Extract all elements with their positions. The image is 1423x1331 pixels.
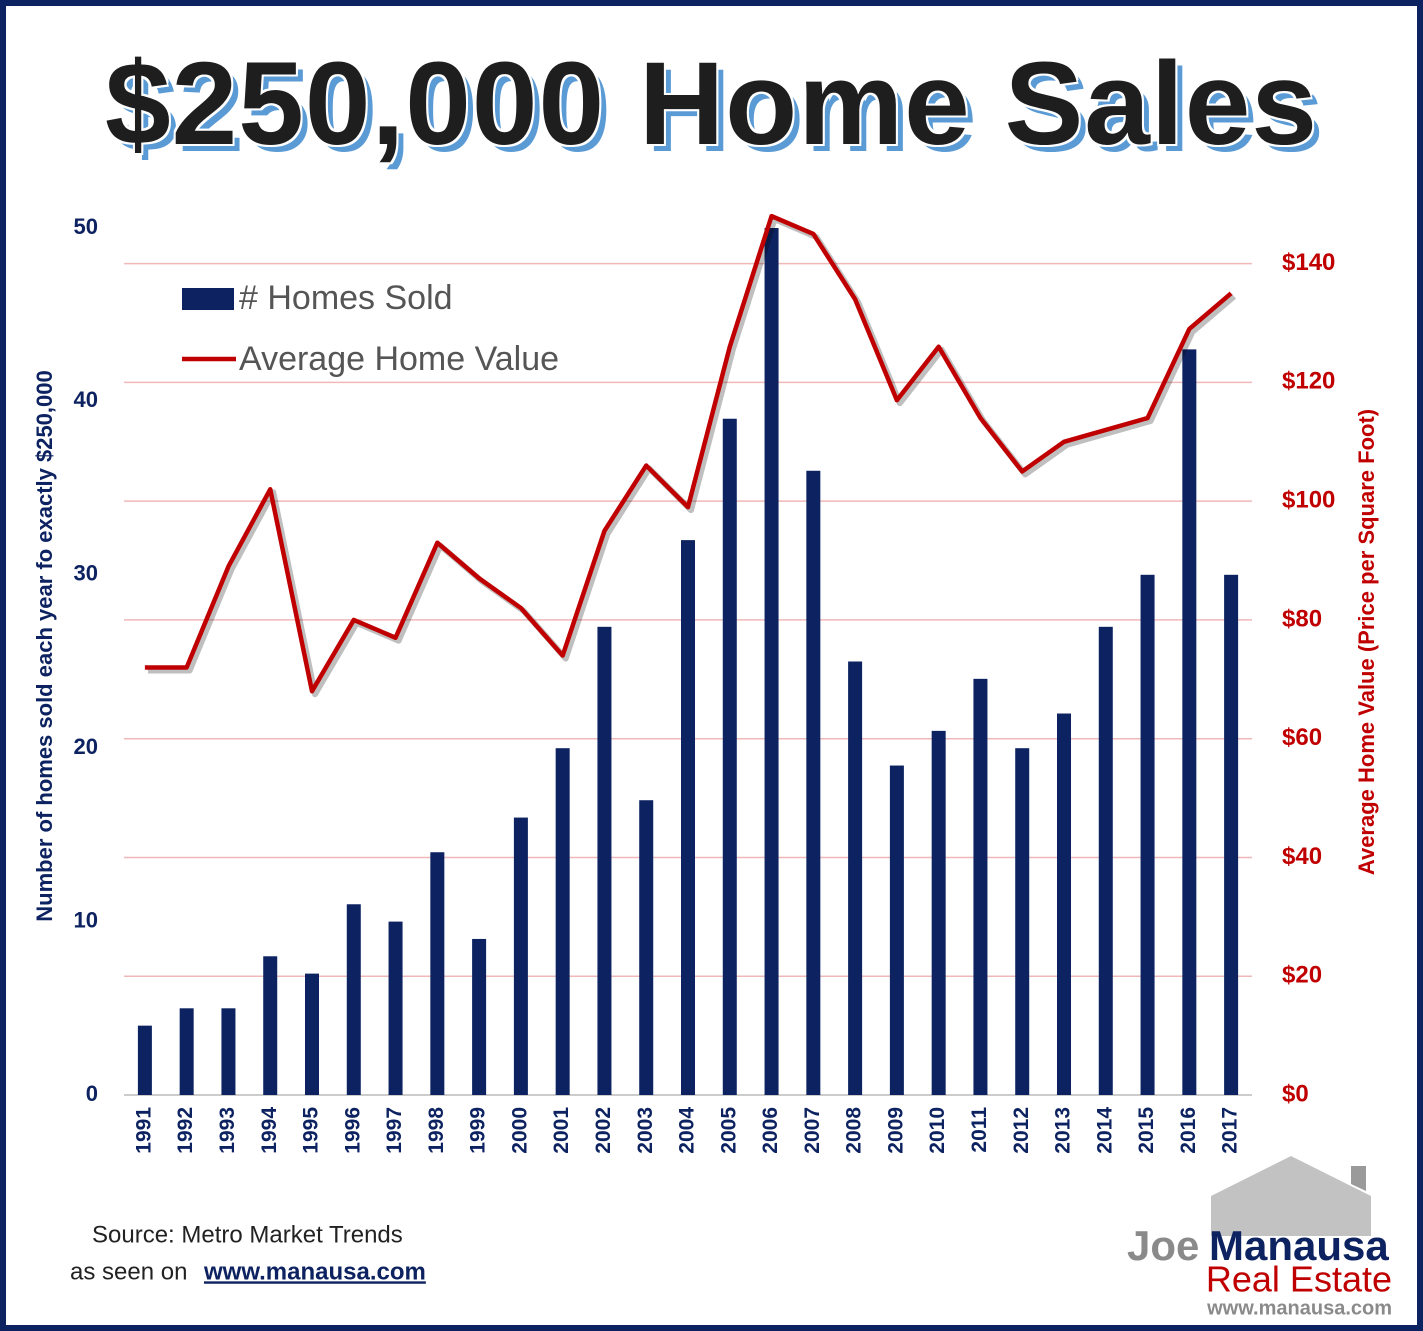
x-tick-label: 2003 (634, 1107, 657, 1154)
bar (848, 661, 863, 1095)
x-tick-label: 2013 (1052, 1107, 1075, 1154)
line-shadow (147, 216, 1237, 698)
y2-tick-label: $20 (1282, 962, 1322, 989)
y2-tick-label: $60 (1282, 724, 1322, 751)
chart-title: $250,000 Home Sales (105, 38, 1318, 170)
logo-first: Joe (1127, 1222, 1199, 1269)
y-tick-label: 50 (74, 214, 98, 239)
y2-axis-title: Average Home Value (Price per Square Foo… (1354, 409, 1379, 875)
x-tick-label: 2007 (801, 1107, 824, 1154)
bar (806, 470, 821, 1095)
y2-tick-label: $100 (1282, 487, 1335, 514)
bar (1140, 574, 1155, 1095)
bar (472, 938, 487, 1095)
source-prefix: as seen on (70, 1258, 187, 1285)
x-tick-label: 2014 (1093, 1107, 1116, 1154)
bar (1098, 626, 1113, 1095)
y2-tick-label: $0 (1282, 1080, 1309, 1107)
x-tick-label: 1991 (132, 1107, 155, 1154)
y-tick-label: 30 (74, 561, 98, 586)
x-tick-label: 2011 (968, 1107, 991, 1153)
x-tick-label: 2008 (843, 1107, 866, 1154)
x-tick-label: 2017 (1219, 1107, 1242, 1154)
bar (1182, 349, 1197, 1095)
y2-tick-label: $80 (1282, 605, 1322, 632)
x-tick-label: 1994 (258, 1107, 281, 1154)
x-tick-label: 2001 (550, 1107, 573, 1154)
bar (346, 904, 361, 1095)
x-tick-label: 1995 (300, 1107, 323, 1154)
y-tick-label: 0 (86, 1081, 98, 1106)
x-tick-label: 1997 (383, 1107, 406, 1154)
legend-label: Average Home Value (239, 340, 559, 378)
legend-label: # Homes Sold (239, 279, 453, 317)
y-axis-title: Number of homes sold each year fo exactl… (32, 370, 57, 921)
source-link: www.manausa.com (203, 1258, 426, 1285)
y2-tick-label: $120 (1282, 368, 1335, 395)
bar (764, 228, 779, 1095)
x-tick-label: 1999 (467, 1107, 490, 1154)
x-tick-label: 2010 (926, 1107, 949, 1154)
logo-house (1211, 1156, 1371, 1236)
y-tick-label: 20 (74, 734, 98, 759)
x-tick-label: 2009 (884, 1107, 907, 1154)
bar (681, 540, 695, 1095)
bar (597, 626, 612, 1095)
y-tick-label: 10 (74, 907, 98, 932)
source: Source: Metro Market Trends (92, 1221, 403, 1248)
x-tick-label: 1998 (425, 1107, 448, 1154)
x-tick-label: 2016 (1177, 1107, 1200, 1154)
x-tick-label: 2004 (676, 1107, 699, 1154)
x-tick-label: 2005 (717, 1107, 740, 1154)
bar (1224, 574, 1239, 1095)
bar (388, 921, 403, 1095)
x-tick-label: 2012 (1010, 1107, 1033, 1154)
x-tick-label: 2002 (592, 1107, 615, 1154)
bar (1057, 713, 1071, 1095)
x-tick-label: 1992 (174, 1107, 197, 1154)
y2-tick-label: $140 (1282, 249, 1335, 276)
chart: $0 $20 $40 $60 $80 $100 $120 $140 0 10 20 30 40 50 Num… (32, 213, 1392, 1319)
y-tick-label: 40 (74, 387, 98, 412)
bar (639, 800, 654, 1095)
x-tick-label: 1993 (216, 1107, 239, 1154)
logo-last: Manausa (1209, 1222, 1389, 1269)
bar (179, 1008, 194, 1095)
logo-line2: Real Estate (1206, 1259, 1392, 1300)
bar (555, 748, 570, 1095)
x-tick-label: 1996 (341, 1107, 364, 1154)
bar (263, 956, 278, 1095)
x-tick-label: 2015 (1135, 1107, 1158, 1154)
y2-tick-label: $40 (1282, 843, 1322, 870)
bar (513, 817, 528, 1095)
bar (430, 852, 445, 1095)
bar (1015, 748, 1030, 1095)
logo-url: www.manausa.com (1206, 1297, 1392, 1319)
bar (931, 730, 946, 1095)
bar (722, 418, 737, 1095)
legend-swatch (182, 288, 234, 310)
bar (305, 973, 319, 1095)
bar (221, 1008, 236, 1095)
bar (137, 1025, 152, 1095)
x-tick-label: 2000 (508, 1107, 531, 1154)
x-tick-label: 2006 (759, 1107, 782, 1154)
bar (889, 765, 904, 1095)
bar (973, 678, 988, 1095)
line (144, 213, 1233, 694)
